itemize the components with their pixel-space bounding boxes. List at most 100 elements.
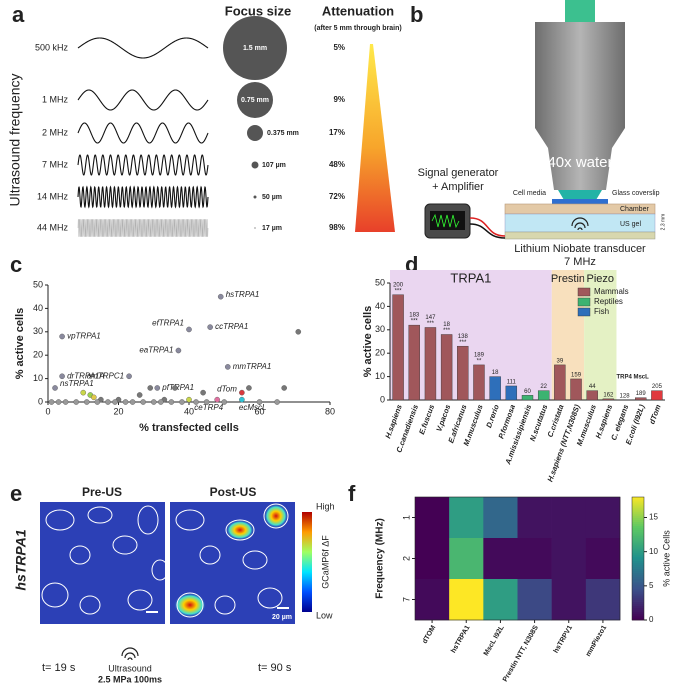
point <box>246 385 252 391</box>
x-tick-label: mmPiezo1 <box>585 624 608 658</box>
x-tick-label: 60 <box>254 406 264 416</box>
cell-media-label: Cell media <box>513 190 546 197</box>
colorbar-tick-label: 15 <box>649 513 658 522</box>
lens-tip <box>558 190 602 200</box>
colorbar-step <box>632 513 644 516</box>
point-label: nsTRPA1 <box>60 379 94 388</box>
frequency-label: 14 MHz <box>37 191 69 201</box>
point <box>122 399 129 405</box>
y-tick-label: 7 <box>401 597 411 602</box>
y-tick-label: 10 <box>375 371 385 381</box>
colorbar-label: GCaMP6f ΔF <box>320 535 330 589</box>
point-label: dTom <box>217 385 237 394</box>
focus-spot <box>237 82 273 118</box>
objective-label: 40x water <box>547 154 612 171</box>
colorbar-tick-label: 0 <box>649 615 654 624</box>
point <box>168 399 175 405</box>
colorbar-step <box>632 560 644 563</box>
panel-label: e <box>10 481 22 506</box>
colorbar-tick-label: 5 <box>649 581 654 590</box>
generator-label: Signal generator <box>418 167 499 179</box>
colorbar-step <box>632 505 644 508</box>
point <box>112 399 118 405</box>
colorbar-step <box>632 607 644 611</box>
significance: ** <box>477 358 482 364</box>
colorbar-step <box>632 601 644 604</box>
focus-spot <box>223 16 287 80</box>
legend-label: Fish <box>594 307 609 316</box>
depth-label: 2.3 mm <box>660 214 666 231</box>
focus-spot <box>247 125 263 141</box>
colorbar-step <box>632 525 644 529</box>
n-label: 200 <box>393 282 404 288</box>
panel-label: a <box>12 2 25 27</box>
cell-outlines <box>41 503 289 618</box>
heat-cell <box>585 497 621 539</box>
point <box>157 399 164 405</box>
point-label: amTRPC1 <box>87 371 124 380</box>
bar <box>505 385 518 401</box>
legend-swatch <box>577 297 591 307</box>
time-post: t= 90 s <box>258 662 292 674</box>
colorbar-step <box>632 517 644 520</box>
point-label: vpTRPA1 <box>67 332 101 341</box>
objective <box>535 22 625 190</box>
point <box>83 399 90 405</box>
colorbar-step <box>632 552 644 555</box>
bar <box>586 390 598 401</box>
frequency-label: 500 kHz <box>35 42 69 52</box>
n-label: 39 <box>557 358 564 364</box>
point <box>224 364 231 370</box>
significance: *** <box>395 288 403 294</box>
wave <box>77 185 209 209</box>
colorbar-step <box>632 540 644 543</box>
heat-cell <box>585 579 621 621</box>
significance: *** <box>411 319 419 325</box>
point <box>80 389 87 396</box>
light-path <box>565 0 595 22</box>
coverslip <box>552 199 608 204</box>
point <box>203 399 210 405</box>
point <box>52 385 58 391</box>
point <box>62 399 69 405</box>
point <box>214 396 220 403</box>
frequency-label: 44 MHz <box>37 222 69 232</box>
colorbar-step <box>632 533 644 537</box>
wave <box>77 154 209 176</box>
heat-cell <box>449 497 484 539</box>
point-label: ceTRP4 <box>194 403 223 412</box>
y-axis-label: % active cells <box>362 306 374 378</box>
heat-cell <box>517 579 552 621</box>
focus-label: 0.375 mm <box>267 130 299 137</box>
colorbar-step <box>632 564 644 568</box>
point <box>59 333 65 340</box>
colorbar-step <box>632 531 644 535</box>
n-label: 189 <box>474 352 485 358</box>
stimulus-label: Ultrasound <box>108 663 152 673</box>
point <box>295 328 302 335</box>
axis-label: Ultrasound frequency <box>7 73 23 206</box>
n-label: 138 <box>458 334 469 340</box>
bar <box>392 294 404 401</box>
colorbar-step <box>632 511 644 514</box>
y-tick-label: 30 <box>33 326 43 336</box>
point <box>140 399 146 405</box>
focus-label: 17 µm <box>262 225 282 232</box>
colorbar-step <box>632 562 644 566</box>
bar <box>457 345 469 401</box>
point <box>154 385 161 391</box>
colorbar-step <box>632 554 644 557</box>
scale-label: 20 µm <box>272 614 292 621</box>
y-tick-label: 50 <box>33 279 43 289</box>
generator-label: + Amplifier <box>432 181 484 193</box>
point <box>207 324 213 330</box>
construct-label: hsTRPA1 <box>13 529 29 590</box>
point <box>91 394 97 401</box>
colorbar-step <box>632 615 644 619</box>
y-axis-label: Frequency (MHz) <box>375 518 386 599</box>
colorbar-step <box>632 503 644 506</box>
point-label: drTRPA1A <box>67 371 105 380</box>
hotspot <box>174 593 206 617</box>
y-tick-label: 0 <box>38 396 43 406</box>
point <box>193 399 199 405</box>
